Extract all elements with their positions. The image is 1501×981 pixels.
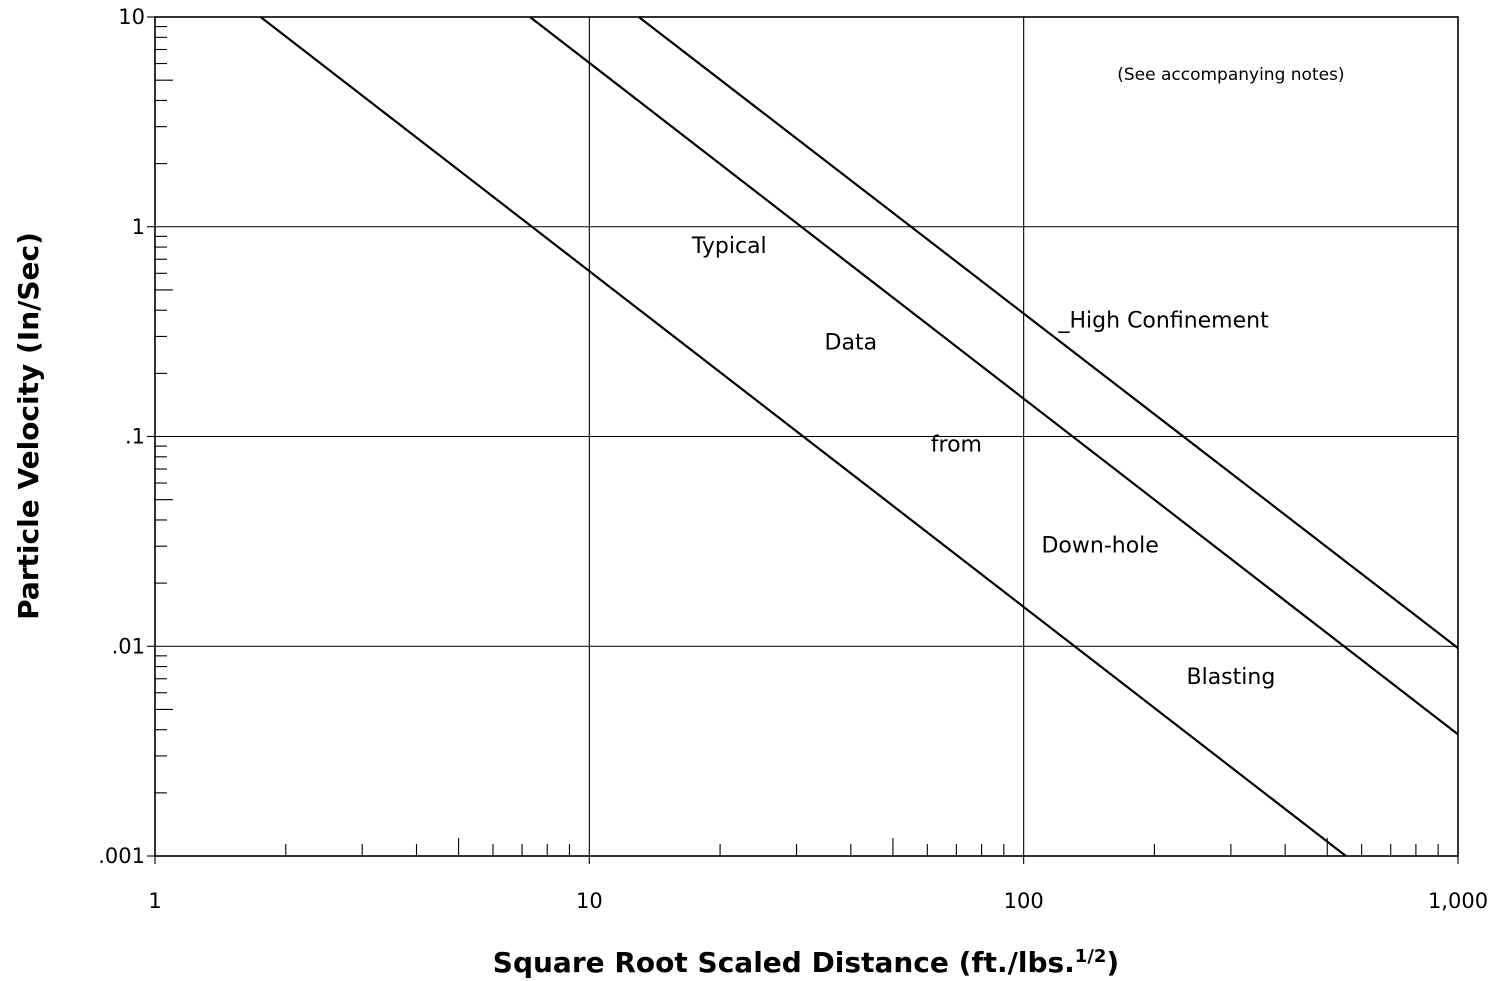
x-axis-title-main: Square Root Scaled Distance (ft./lbs.: [493, 946, 1075, 979]
annotation-4: from: [931, 432, 982, 457]
plot-frame: [154, 16, 1459, 857]
annotation-7: _High Confinement: [1058, 309, 1270, 334]
x-tick-label: 100: [1004, 889, 1044, 913]
y-tick-label: 1: [132, 215, 145, 239]
x-axis-title: Square Root Scaled Distance (ft./lbs.1/2…: [493, 946, 1119, 979]
x-tick-label: 1,000: [1428, 889, 1488, 913]
series-line-3: [638, 16, 1459, 649]
x-tick-labels: 1 10 100 1,000: [148, 889, 1488, 913]
y-tick-labels: 10 1 .1 .01 .001: [98, 5, 145, 868]
annotation-5: Down-hole: [1041, 533, 1158, 558]
annotation-6: Blasting: [1186, 665, 1275, 690]
series-line-1: [259, 16, 1347, 857]
series-line-2: [529, 16, 1459, 736]
y-tick-label: .1: [125, 425, 145, 449]
y-axis-title: Particle Velocity (In/Sec): [12, 232, 45, 620]
x-axis-title-end: ): [1106, 946, 1119, 979]
axis-ticks: [147, 16, 1459, 864]
series-lines: [259, 16, 1459, 857]
x-tick-label: 1: [148, 889, 161, 913]
x-tick-label: 10: [576, 889, 603, 913]
annotation-3: Data: [825, 330, 878, 355]
y-tick-label: .001: [98, 844, 145, 868]
y-tick-label: .01: [112, 634, 145, 658]
gridlines: [155, 17, 1458, 856]
annotation-2: Typical: [691, 234, 767, 259]
y-tick-label: 10: [118, 5, 145, 29]
x-axis-title-superscript: 1/2: [1075, 946, 1107, 967]
annotation-1: (See accompanying notes): [1117, 65, 1344, 85]
annotations: (See accompanying notes) Typical Data from D…: [691, 65, 1345, 690]
